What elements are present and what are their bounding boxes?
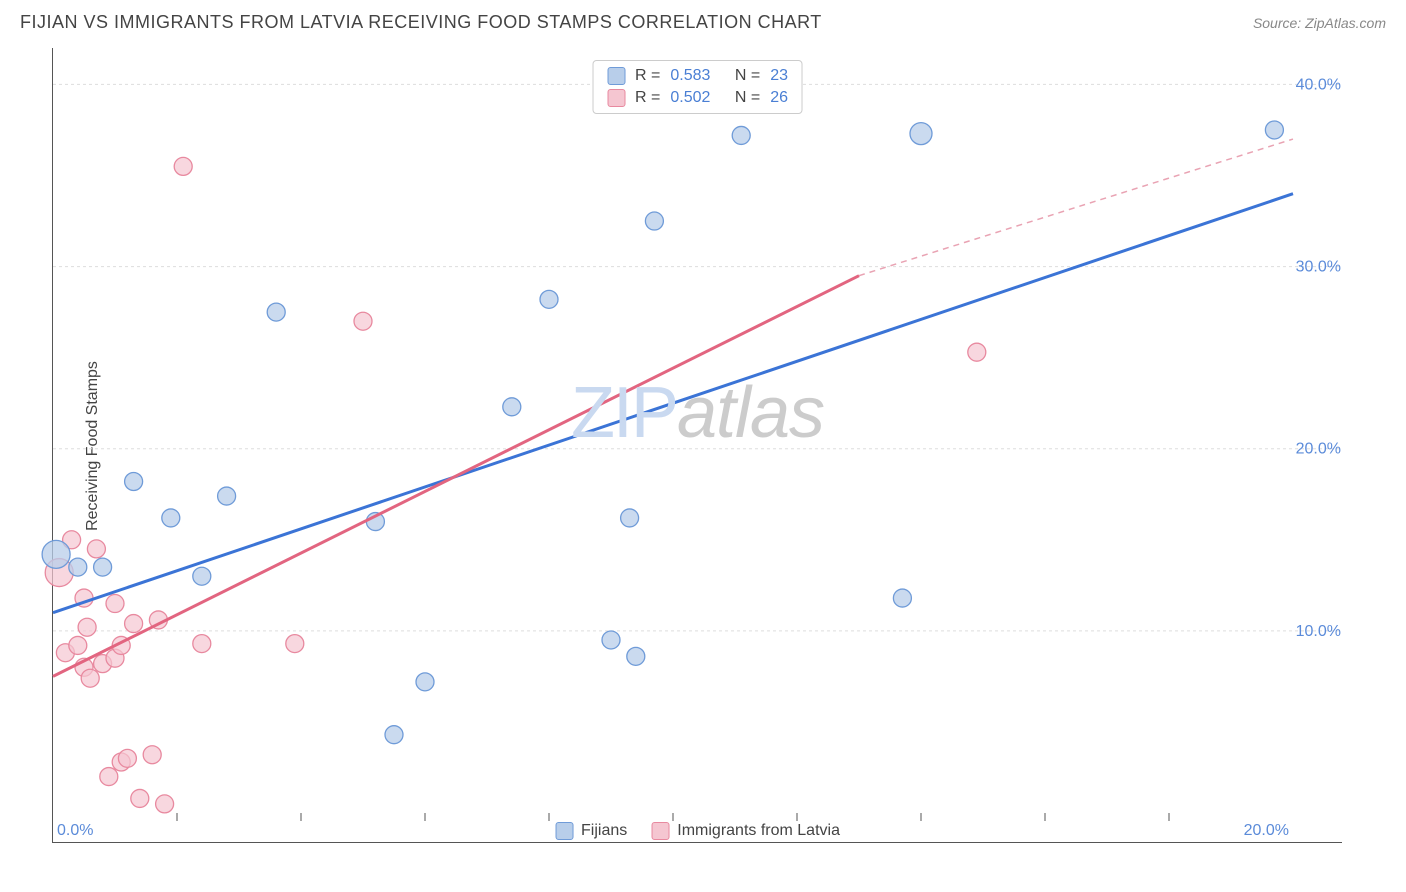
scatter-point <box>540 290 558 308</box>
correlation-legend-row-fijians: R = 0.583 N = 23 <box>607 67 788 85</box>
scatter-point <box>503 398 521 416</box>
legend-swatch-latvia <box>607 89 625 107</box>
scatter-point <box>118 749 136 767</box>
scatter-point <box>100 768 118 786</box>
series-legend: Fijians Immigrants from Latvia <box>555 822 840 840</box>
scatter-point <box>193 567 211 585</box>
y-tick-label: 20.0% <box>1296 441 1341 458</box>
chart-svg: 10.0% 20.0% 30.0% 40.0% 0.0% 20.0% <box>53 48 1342 842</box>
scatter-point <box>627 647 645 665</box>
scatter-point <box>87 540 105 558</box>
stat-r-value-latvia: 0.502 <box>670 89 710 107</box>
legend-swatch-fijians-icon <box>555 822 573 840</box>
y-tick-label: 40.0% <box>1296 76 1341 93</box>
scatter-point <box>354 312 372 330</box>
y-tick-label: 30.0% <box>1296 259 1341 276</box>
stat-n-label: N = <box>735 67 760 85</box>
legend-swatch-latvia-icon <box>651 822 669 840</box>
scatter-point <box>385 726 403 744</box>
trendline <box>53 194 1293 613</box>
chart-title: FIJIAN VS IMMIGRANTS FROM LATVIA RECEIVI… <box>20 12 822 33</box>
stat-r-label: R = <box>635 67 660 85</box>
series-legend-label-fijians: Fijians <box>581 822 627 840</box>
stat-r-value-fijians: 0.583 <box>670 67 710 85</box>
chart-source: Source: ZipAtlas.com <box>1253 15 1386 31</box>
scatter-point <box>156 795 174 813</box>
scatter-point <box>69 558 87 576</box>
scatter-point <box>218 487 236 505</box>
scatter-point <box>267 303 285 321</box>
scatter-point <box>81 669 99 687</box>
scatter-point <box>602 631 620 649</box>
scatter-point <box>125 615 143 633</box>
correlation-legend: R = 0.583 N = 23 R = 0.502 N = 26 <box>592 60 803 114</box>
scatter-point <box>893 589 911 607</box>
scatter-point <box>732 126 750 144</box>
legend-swatch-fijians <box>607 67 625 85</box>
chart-plot-area: ZIPatlas 10.0%20.0%30.0%40.0%0.0%20.0% R… <box>52 48 1342 843</box>
trendline <box>53 276 859 677</box>
scatter-point <box>69 636 87 654</box>
scatter-point <box>174 157 192 175</box>
x-tick-label: 0.0% <box>57 822 93 839</box>
scatter-point <box>416 673 434 691</box>
scatter-point <box>968 343 986 361</box>
stat-n-label: N = <box>735 89 760 107</box>
stat-n-value-fijians: 23 <box>770 67 788 85</box>
series-legend-label-latvia: Immigrants from Latvia <box>677 822 840 840</box>
scatter-point <box>143 746 161 764</box>
scatter-point <box>286 635 304 653</box>
scatter-point <box>131 789 149 807</box>
scatter-point <box>193 635 211 653</box>
scatter-point <box>1265 121 1283 139</box>
series-legend-item-latvia: Immigrants from Latvia <box>651 822 840 840</box>
scatter-point <box>162 509 180 527</box>
chart-header: FIJIAN VS IMMIGRANTS FROM LATVIA RECEIVI… <box>0 0 1406 41</box>
trendline-dashed <box>859 139 1293 276</box>
series-legend-item-fijians: Fijians <box>555 822 627 840</box>
scatter-point <box>42 540 70 568</box>
scatter-point <box>106 595 124 613</box>
y-tick-label: 10.0% <box>1296 623 1341 640</box>
scatter-point <box>621 509 639 527</box>
stat-n-value-latvia: 26 <box>770 89 788 107</box>
scatter-point <box>94 558 112 576</box>
x-tick-label: 20.0% <box>1244 822 1289 839</box>
correlation-legend-row-latvia: R = 0.502 N = 26 <box>607 89 788 107</box>
stat-r-label: R = <box>635 89 660 107</box>
scatter-point <box>645 212 663 230</box>
scatter-point <box>125 473 143 491</box>
scatter-point <box>910 123 932 145</box>
scatter-point <box>78 618 96 636</box>
